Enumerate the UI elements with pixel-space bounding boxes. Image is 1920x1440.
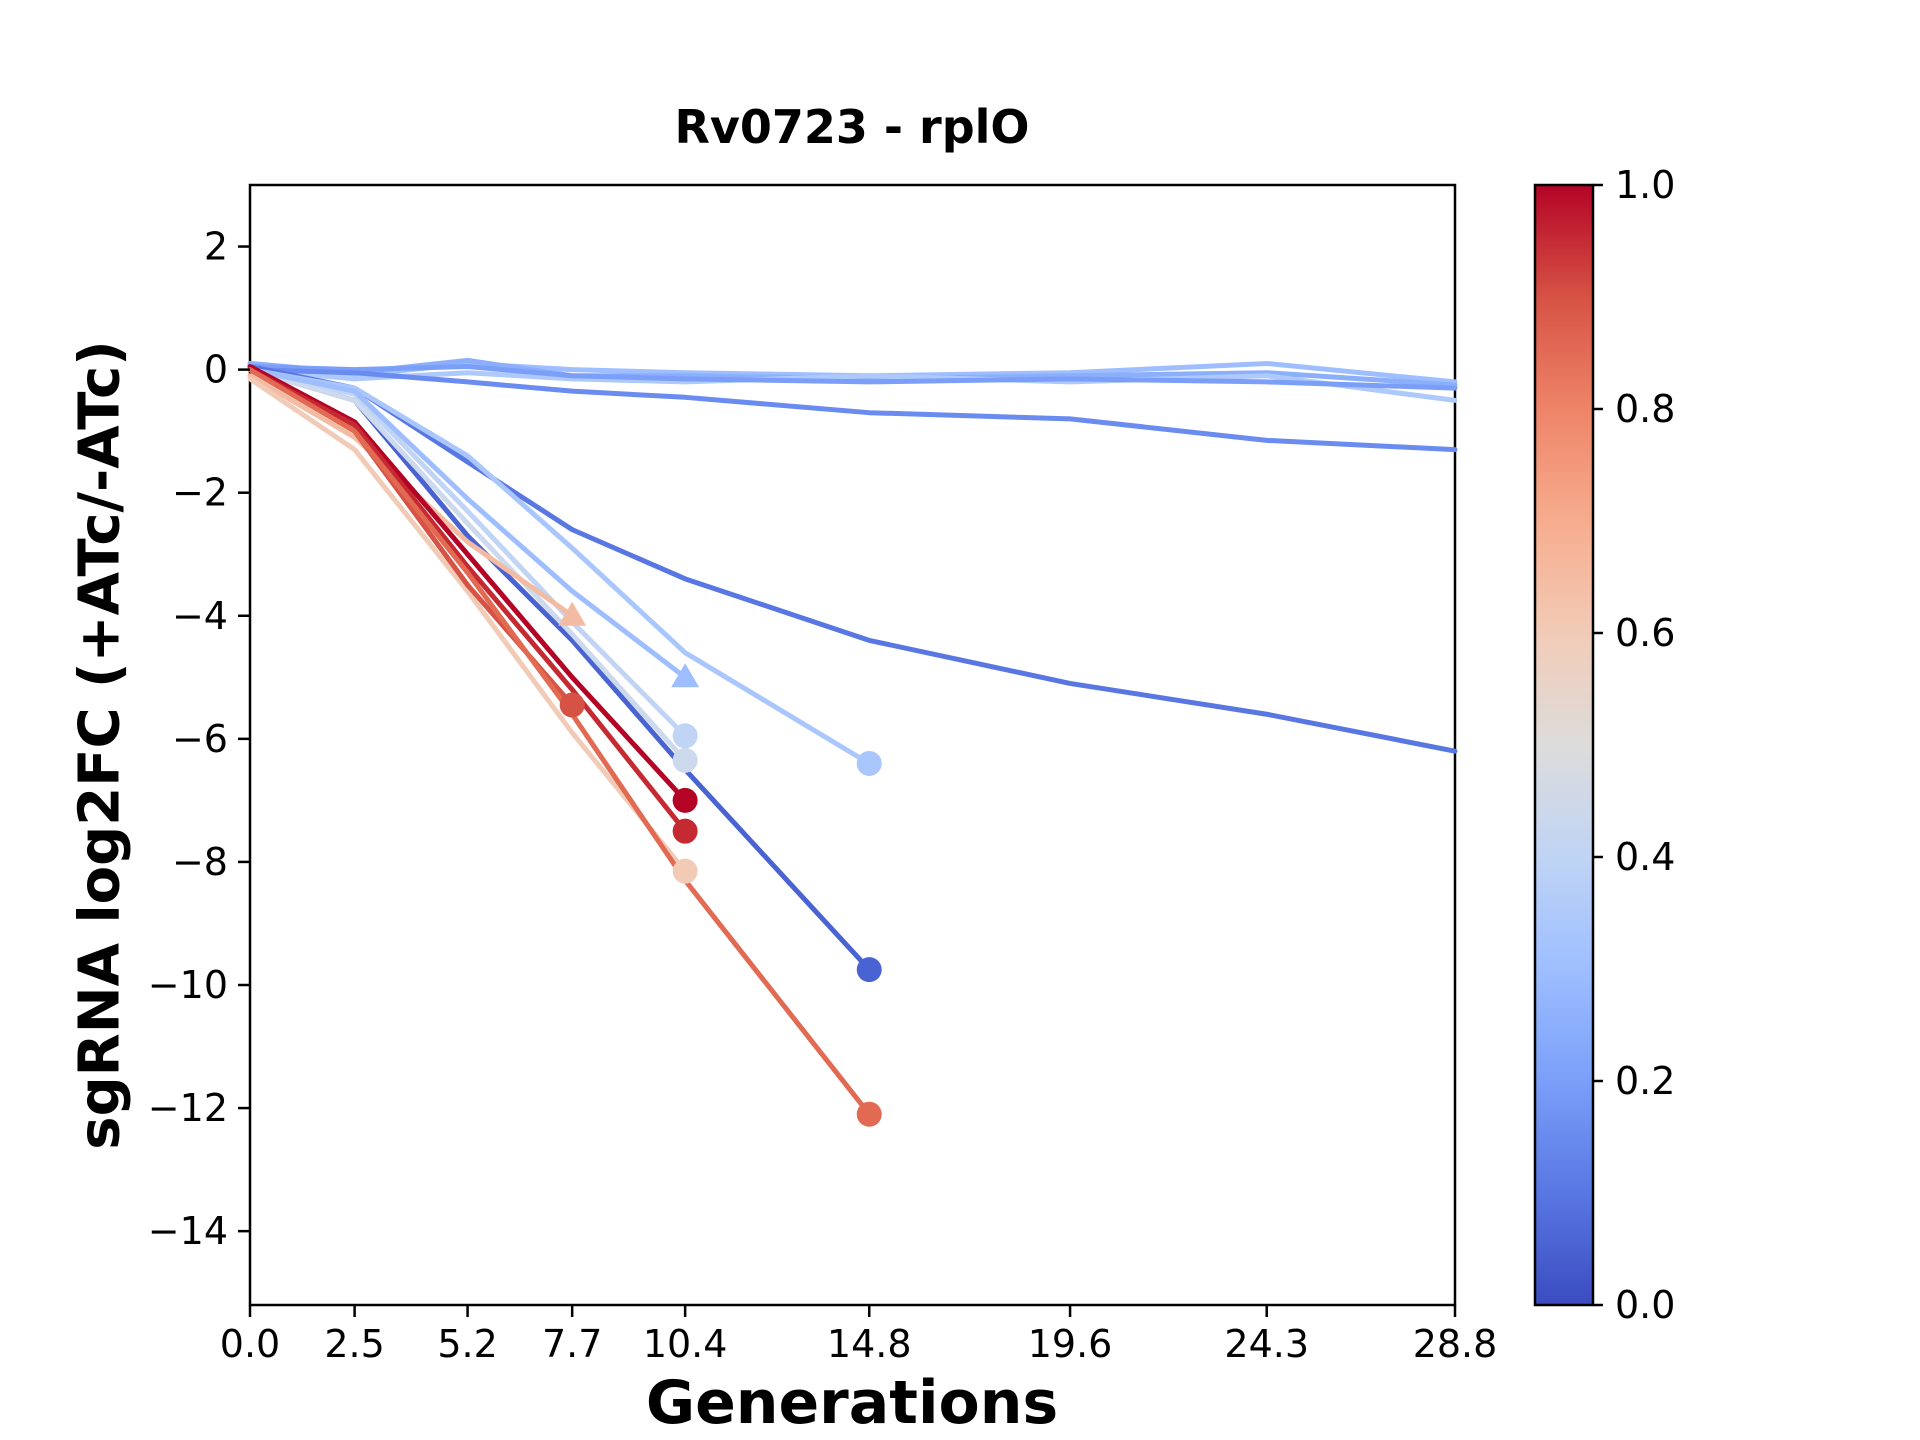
plot-area <box>248 183 1457 1307</box>
series-line-12 <box>247 376 688 874</box>
colorbar-tick-label: 1.0 <box>1615 163 1675 207</box>
y-tick-label: −8 <box>172 840 228 884</box>
y-tick-label: 0 <box>204 348 228 392</box>
x-tick-label: 2.5 <box>324 1322 384 1366</box>
x-tick-label: 14.8 <box>827 1322 912 1366</box>
y-tick-label: −2 <box>172 471 228 515</box>
end-marker-circle-15 <box>672 818 698 844</box>
chart-title: Rv0723 - rplO <box>674 100 1030 154</box>
series-line-3 <box>247 364 1458 391</box>
series-line-10 <box>247 367 688 680</box>
series-line-0 <box>247 360 1458 385</box>
y-tick-label: 2 <box>204 225 228 269</box>
y-tick-label: −14 <box>148 1209 228 1253</box>
x-tick-label: 0.0 <box>220 1322 280 1366</box>
y-tick-label: −6 <box>172 717 228 761</box>
end-marker-circle-9 <box>672 747 698 773</box>
series-line-16 <box>247 367 872 1117</box>
x-tick-label: 28.8 <box>1413 1322 1498 1366</box>
colorbar-outline <box>1533 183 1595 1307</box>
series-line-14 <box>247 364 688 803</box>
end-marker-circle-8 <box>672 723 698 749</box>
end-marker-circle-6 <box>856 957 882 983</box>
end-marker-circle-16 <box>856 1101 882 1127</box>
end-marker-circle-14 <box>672 787 698 813</box>
x-axis-label: Generations <box>645 1368 1059 1438</box>
series-line-9 <box>247 367 688 763</box>
colorbar-tick-label: 0.4 <box>1615 835 1675 879</box>
y-tick-label: −4 <box>172 594 228 638</box>
colorbar-tick-label: 0.0 <box>1615 1283 1675 1327</box>
end-marker-triangle-10 <box>671 663 700 688</box>
end-marker-triangle-11 <box>558 601 587 626</box>
x-tick-label: 19.6 <box>1028 1322 1113 1366</box>
series-line-4 <box>247 367 1458 453</box>
colorbar <box>1535 185 1593 1305</box>
x-tick-label: 24.3 <box>1224 1322 1309 1366</box>
end-marker-circle-13 <box>559 692 585 718</box>
colorbar-tick-label: 0.8 <box>1615 387 1675 431</box>
y-tick-label: −10 <box>148 963 228 1007</box>
y-tick-label: −12 <box>148 1086 228 1130</box>
x-tick-label: 7.7 <box>542 1322 602 1366</box>
x-tick-label: 5.2 <box>437 1322 497 1366</box>
x-tick-label: 10.4 <box>643 1322 728 1366</box>
series-line-15 <box>247 367 688 834</box>
end-marker-circle-7 <box>856 750 882 776</box>
end-marker-circle-12 <box>672 858 698 884</box>
series-line-7 <box>247 367 872 766</box>
colorbar-tick-label: 0.6 <box>1615 611 1675 655</box>
colorbar-tick-label: 0.2 <box>1615 1059 1675 1103</box>
